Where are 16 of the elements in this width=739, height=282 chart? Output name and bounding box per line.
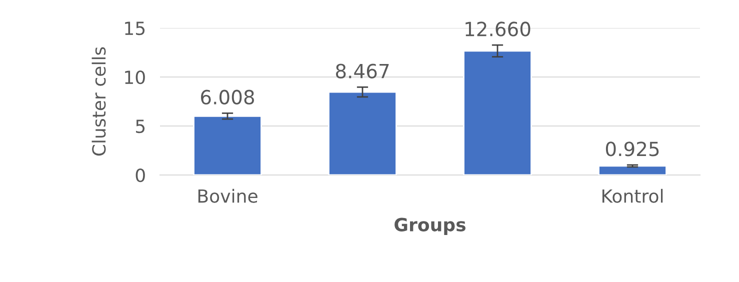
y-tick-label: 10 — [125, 70, 145, 84]
bar — [598, 165, 667, 175]
data-label: 12.660 — [466, 22, 530, 36]
x-tick-label: Kontrol — [602, 188, 663, 203]
data-label: 6.008 — [201, 90, 254, 105]
bar — [463, 50, 532, 175]
data-label: 0.925 — [606, 142, 659, 156]
y-axis-title: Cluster cells — [92, 47, 106, 156]
x-axis-title: Groups — [394, 218, 466, 235]
y-tick-label: 0 — [136, 168, 145, 182]
bar — [328, 91, 397, 175]
data-label: 8.467 — [336, 64, 389, 78]
x-tick-label: Bovine — [198, 188, 258, 203]
y-tick-label: 15 — [125, 22, 145, 36]
bar — [193, 115, 262, 175]
y-tick-label: 5 — [136, 120, 145, 134]
